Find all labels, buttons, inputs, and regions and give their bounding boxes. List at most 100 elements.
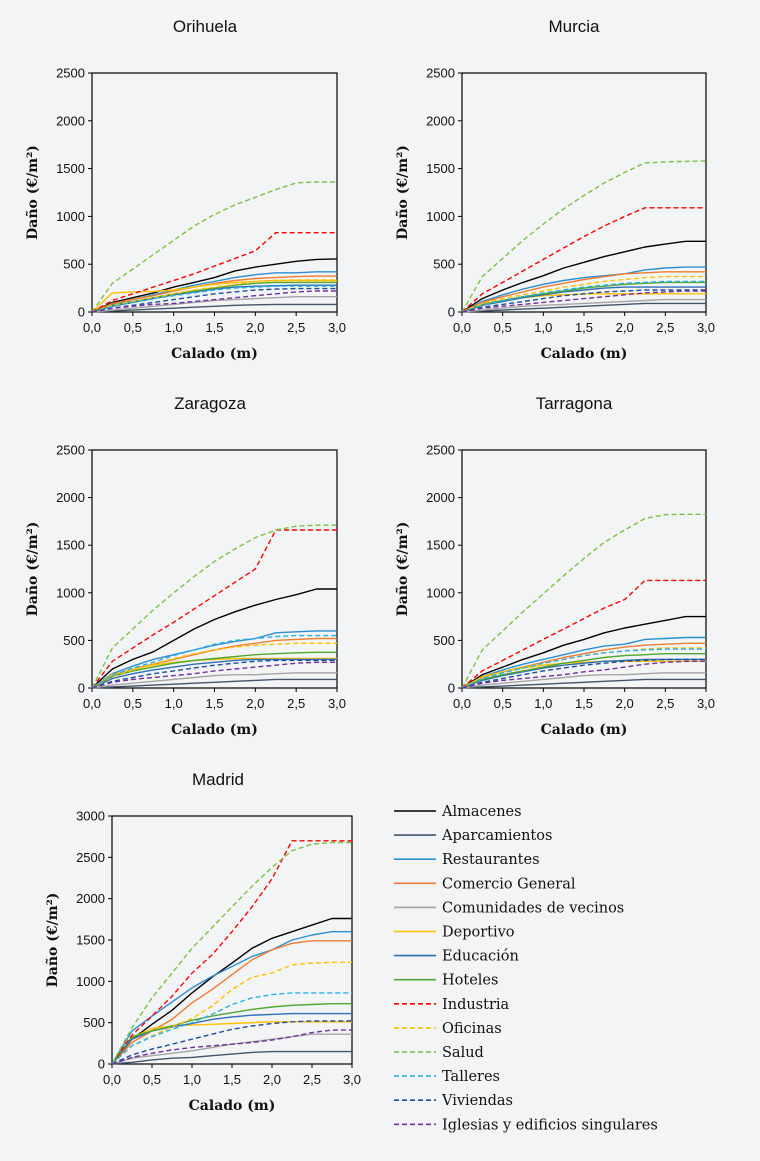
series-line-restaurantes	[91, 630, 337, 689]
chart-orihuela: Orihuela 0 500 1000 1500 2000 2500 0,0 0,5 1,0 1,5…	[24, 17, 346, 362]
series-line-salud	[461, 513, 706, 689]
legend-item-almacenes: Almacenes	[394, 804, 522, 820]
x-tick-label: 3,0	[343, 1072, 361, 1087]
series-line-comercio-general	[91, 275, 337, 313]
series-line-industria	[91, 529, 337, 689]
y-axis-label: Daño (€/m²)	[394, 522, 411, 617]
y-tick-label: 1500	[56, 538, 85, 553]
y-tick-label: 2000	[56, 490, 85, 505]
y-tick-label: 2000	[56, 113, 85, 128]
series-line-almacenes	[111, 917, 352, 1065]
series-line-educacion	[461, 286, 706, 313]
series-line-hoteles	[461, 653, 706, 689]
y-axis-label: Daño (€/m²)	[44, 893, 61, 988]
x-tick-label: 1,5	[575, 696, 593, 711]
series-line-salud	[91, 524, 337, 689]
series-line-comercio-general	[461, 271, 706, 313]
series-line-almacenes	[461, 240, 706, 313]
x-tick-label: 1,5	[205, 696, 223, 711]
x-axis-label: Calado (m)	[171, 722, 258, 738]
y-tick-label: 3000	[76, 809, 105, 824]
x-tick-label: 0,5	[494, 696, 512, 711]
y-axis-label: Daño (€/m²)	[394, 145, 411, 240]
y-tick-label: 1000	[76, 974, 105, 989]
chart-tarragona: Tarragona 0 500 1000 1500 2000 2500 0,0 0,5 1,0 1,…	[394, 394, 715, 738]
x-tick-label: 0,0	[453, 696, 471, 711]
series-line-viviendas	[461, 289, 706, 313]
x-tick-label: 2,5	[287, 696, 305, 711]
x-tick-label: 0,5	[124, 696, 142, 711]
series-line-almacenes	[91, 258, 338, 313]
series-line-restaurantes	[461, 636, 706, 689]
y-tick-label: 2000	[426, 113, 455, 128]
x-tick-label: 0,5	[124, 320, 142, 335]
series-line-comunidades-de-vecinos	[91, 672, 337, 689]
y-tick-label: 2500	[56, 66, 85, 81]
chart-zaragoza: Zaragoza 0 500 1000 1500 2000 2500 0,0 0,5 1,0 1,5…	[24, 394, 346, 738]
legend-item-comunidades-de-vecinos: Comunidades de vecinos	[394, 900, 624, 916]
chart-title: Orihuela	[173, 17, 238, 36]
legend-label: Comercio General	[442, 876, 576, 892]
x-tick-label: 3,0	[697, 320, 715, 335]
series-line-comunidades-de-vecinos	[461, 298, 706, 313]
y-tick-label: 2500	[426, 443, 455, 458]
series-line-aparcamientos	[111, 1050, 352, 1065]
y-tick-label: 0	[98, 1057, 105, 1072]
y-tick-label: 500	[63, 633, 85, 648]
series-line-viviendas	[111, 1020, 352, 1065]
series-line-restaurantes	[461, 266, 706, 313]
series-line-oficinas	[111, 961, 352, 1065]
x-tick-label: 0,0	[453, 320, 471, 335]
chart-title: Murcia	[548, 17, 600, 36]
series-line-aparcamientos	[91, 678, 337, 689]
series-line-talleres	[111, 992, 352, 1065]
y-tick-label: 500	[63, 257, 85, 272]
legend: Almacenes Aparcamientos Restaurantes Comerc…	[394, 804, 658, 1133]
x-tick-label: 1,5	[205, 320, 223, 335]
series-line-iglesias-y-edificios-singulares	[111, 1029, 352, 1065]
y-tick-label: 1500	[426, 538, 455, 553]
x-tick-label: 1,0	[165, 320, 183, 335]
y-tick-label: 2500	[76, 850, 105, 865]
chart-title: Tarragona	[536, 394, 613, 413]
series-line-educacion	[461, 658, 706, 689]
x-axis-label: Calado (m)	[541, 346, 628, 362]
legend-label: Educación	[442, 949, 519, 965]
series-line-deportivo	[91, 657, 337, 689]
legend-label: Aparcamientos	[441, 828, 552, 844]
y-tick-label: 0	[78, 305, 85, 320]
legend-label: Oficinas	[442, 1021, 502, 1037]
x-tick-label: 2,5	[303, 1072, 321, 1087]
series-line-oficinas	[461, 647, 706, 689]
plot-frame	[461, 449, 707, 689]
series-line-salud	[91, 181, 337, 313]
x-axis-label: Calado (m)	[171, 346, 258, 362]
legend-label: Iglesias y edificios singulares	[442, 1117, 658, 1133]
series-line-deportivo	[91, 279, 337, 313]
series-line-viviendas	[91, 287, 337, 313]
y-tick-label: 500	[433, 633, 455, 648]
series-line-aparcamientos	[461, 678, 706, 689]
y-tick-label: 2000	[76, 891, 105, 906]
y-tick-label: 1000	[426, 585, 455, 600]
x-tick-label: 2,5	[656, 320, 674, 335]
chart-madrid: Madrid 0 500 1000 1500 2000 2500 3000 0,0 0,5 1,0 1…	[44, 770, 361, 1114]
legend-item-iglesias-y-edificios-singulares: Iglesias y edificios singulares	[394, 1117, 658, 1133]
x-tick-label: 2,0	[616, 320, 634, 335]
x-tick-label: 1,5	[223, 1072, 241, 1087]
y-tick-label: 500	[83, 1015, 105, 1030]
series-line-comunidades-de-vecinos	[461, 672, 706, 689]
series-line-industria	[91, 231, 337, 313]
y-tick-label: 1000	[56, 209, 85, 224]
series-line-hoteles	[91, 651, 337, 689]
series-line-talleres	[91, 634, 337, 689]
y-tick-label: 1500	[426, 161, 455, 176]
x-tick-label: 0,5	[143, 1072, 161, 1087]
x-tick-label: 0,0	[103, 1072, 121, 1087]
series-line-restaurantes	[111, 931, 352, 1065]
x-tick-label: 3,0	[328, 696, 346, 711]
x-tick-label: 3,0	[697, 696, 715, 711]
y-tick-label: 0	[448, 681, 455, 696]
legend-label: Viviendas	[441, 1093, 513, 1109]
